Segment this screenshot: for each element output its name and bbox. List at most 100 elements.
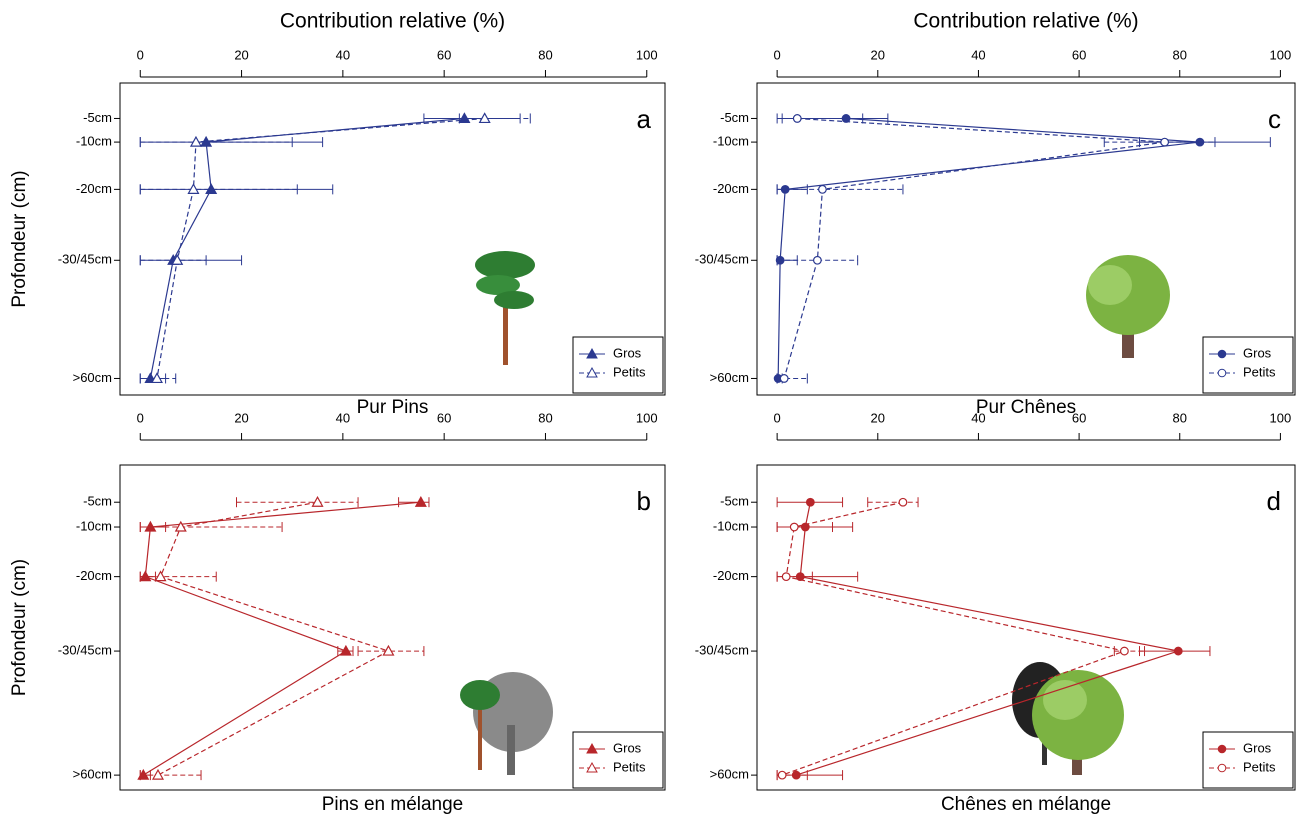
x-tick-label: 80	[538, 47, 552, 62]
data-point	[818, 184, 827, 194]
data-point	[1119, 646, 1129, 656]
legend: Gros Petits	[572, 731, 664, 789]
data-point	[154, 570, 167, 582]
y-tick-label: -10cm	[76, 518, 112, 533]
data-point	[805, 497, 815, 507]
x-tick-label: 20	[871, 47, 885, 62]
error-bar	[867, 497, 919, 508]
x-tick-label: 100	[636, 47, 658, 62]
y-axis-title: Profondeur (cm)	[9, 559, 30, 696]
error-bar	[776, 113, 864, 124]
panel: 0 20 40 60 80 100 -5cm -10cm -20cm -30/45cm >60cm C…	[695, 10, 1296, 418]
data-point	[171, 254, 184, 265]
error-bar	[139, 770, 202, 781]
data-point	[311, 495, 324, 507]
legend-marker	[1217, 763, 1227, 773]
data-point	[898, 497, 908, 507]
plot-frame	[119, 82, 666, 396]
x-tick-label: 80	[538, 410, 552, 425]
x-tick-label: 60	[1072, 47, 1086, 62]
y-tick-label: -30/45cm	[695, 252, 749, 267]
legend-label: Petits	[1243, 364, 1276, 379]
data-point	[789, 522, 799, 532]
error-bar	[776, 522, 833, 533]
data-point	[781, 572, 791, 582]
data-point	[382, 644, 395, 656]
legend-marker	[1217, 349, 1227, 359]
series-line	[157, 501, 390, 776]
series-line	[149, 117, 465, 379]
legend-marker	[586, 347, 598, 359]
error-bar	[139, 137, 293, 148]
x-tick-label: 80	[1173, 410, 1187, 425]
x-tick-label: 20	[234, 47, 248, 62]
data-point	[1173, 646, 1183, 656]
legend: Gros Petits	[1202, 731, 1294, 789]
panel-letter: a	[637, 104, 652, 134]
panel: 0 20 40 60 80 100 -5cm -10cm -20cm -30/45cm >60cm P…	[9, 410, 666, 815]
data-point	[187, 183, 200, 194]
legend-box	[572, 731, 664, 789]
y-axis-title: Profondeur (cm)	[9, 170, 30, 307]
panel-subtitle: Chênes en mélange	[941, 794, 1111, 815]
y-tick-label: >60cm	[710, 370, 749, 385]
x-tick-label: 0	[774, 47, 781, 62]
y-tick-label: -20cm	[713, 568, 749, 583]
x-tick-label: 100	[1270, 47, 1292, 62]
legend: Gros Petits	[1202, 336, 1294, 394]
x-tick-label: 60	[1072, 410, 1086, 425]
x-tick-label: 20	[871, 410, 885, 425]
y-tick-label: -10cm	[76, 134, 112, 149]
x-axis-title: Contribution relative (%)	[913, 10, 1138, 33]
x-tick-label: 40	[971, 47, 985, 62]
legend-marker	[586, 761, 598, 773]
plot-frame	[756, 82, 1296, 396]
legend-marker	[1217, 368, 1227, 378]
y-tick-label: -20cm	[713, 181, 749, 196]
error-bar	[1113, 646, 1146, 657]
x-tick-label: 100	[1270, 410, 1292, 425]
data-point	[339, 644, 352, 656]
panel-letter: c	[1268, 104, 1281, 134]
y-tick-label: -10cm	[713, 518, 749, 533]
data-point	[189, 135, 202, 147]
x-tick-label: 40	[971, 410, 985, 425]
legend: Gros Petits	[572, 336, 664, 394]
panel-subtitle: Pins en mélange	[322, 794, 464, 815]
x-tick-label: 60	[437, 47, 451, 62]
y-tick-label: -10cm	[713, 134, 749, 149]
oak-illustration	[1086, 255, 1170, 358]
y-tick-label: -5cm	[720, 110, 749, 125]
legend-box	[1202, 731, 1294, 789]
panel-letter: b	[637, 486, 651, 516]
error-bar	[458, 113, 531, 124]
legend-marker	[586, 742, 598, 754]
legend-label: Gros	[613, 740, 642, 755]
legend-label: Gros	[1243, 740, 1272, 755]
error-bar	[1103, 137, 1216, 148]
y-tick-label: -5cm	[83, 494, 112, 509]
data-point	[478, 112, 491, 124]
x-tick-label: 0	[137, 410, 144, 425]
data-point	[1160, 137, 1170, 147]
series-line	[796, 502, 1181, 776]
error-bar	[139, 571, 217, 582]
y-tick-label: -30/45cm	[58, 643, 112, 658]
legend-label: Petits	[613, 759, 646, 774]
x-tick-label: 20	[234, 410, 248, 425]
y-tick-label: -30/45cm	[695, 643, 749, 658]
legend-label: Petits	[1243, 759, 1276, 774]
data-point	[779, 374, 789, 383]
legend-label: Gros	[1243, 345, 1272, 360]
panel: 0 20 40 60 80 100 -5cm -10cm -20cm -30/45cm >60cm C…	[9, 10, 666, 418]
error-bar	[139, 184, 298, 195]
series-line	[777, 117, 1200, 379]
panel-subtitle: Pur Chênes	[976, 397, 1076, 418]
data-point	[174, 520, 187, 532]
x-tick-label: 80	[1173, 47, 1187, 62]
x-tick-label: 0	[137, 47, 144, 62]
error-bar	[776, 184, 904, 195]
x-tick-label: 40	[336, 410, 350, 425]
data-point	[777, 770, 787, 780]
